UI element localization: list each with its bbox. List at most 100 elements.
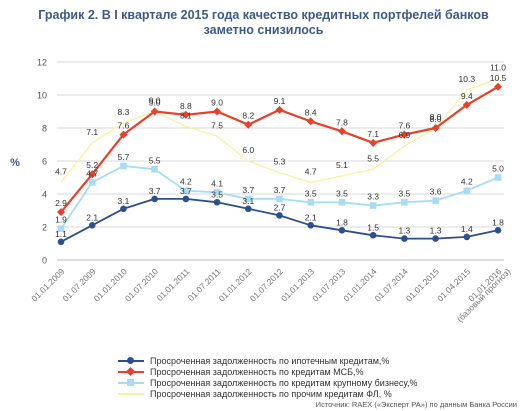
legend-label-0: Просроченная задолженность по ипотечным …	[150, 355, 390, 366]
legend-swatch-0	[118, 356, 144, 366]
series-3-data-label-0: 4.7	[55, 166, 67, 176]
series-0-data-label-6: 3.1	[242, 196, 254, 206]
series-3-data-label-12: 8.0	[430, 112, 442, 122]
series-1-data-label-12: 8.0	[430, 114, 442, 124]
legend-label-1: Просроченная задолженность по кредитам М…	[150, 366, 364, 377]
series-1-point-1	[88, 170, 97, 179]
series-0-point-12	[432, 235, 439, 242]
source-note: Источник: RAEX («Эксперт РА») по данным …	[315, 400, 517, 409]
series-1-data-label-1: 5.2	[86, 160, 98, 170]
series-1-point-6	[244, 120, 253, 129]
y-tick-label-0: 0	[42, 256, 47, 266]
series-1-point-4	[181, 110, 190, 119]
legend-item-1: Просроченная задолженность по кредитам М…	[118, 366, 418, 377]
series-0-data-label-11: 1.3	[398, 226, 410, 236]
y-tick-label-5: 10	[37, 91, 47, 101]
series-3-data-label-9: 5.1	[336, 160, 348, 170]
y-tick-label-4: 8	[42, 124, 47, 134]
series-2-point-11	[401, 198, 408, 206]
series-0-point-3	[151, 195, 158, 203]
series-0-point-6	[244, 205, 252, 213]
series-0-point-8	[307, 222, 315, 229]
series-0-point-9	[338, 227, 346, 234]
series-2-point-2	[120, 162, 127, 170]
series-1-data-label-10: 7.1	[367, 129, 379, 139]
series-0-point-5	[213, 198, 221, 206]
series-2-data-label-9: 3.5	[336, 188, 348, 198]
series-1-data-label-3: 9.0	[149, 98, 161, 108]
series-2-data-label-14: 5.0	[492, 164, 504, 174]
series-2-data-label-6: 3.7	[242, 185, 254, 195]
series-0-data-label-1: 2.1	[86, 212, 98, 222]
series-1-point-14	[494, 82, 502, 91]
series-3-data-label-10: 5.5	[367, 153, 379, 163]
series-1-point-12	[431, 124, 440, 132]
series-0-data-label-8: 2.1	[305, 212, 317, 222]
series-0-point-0	[57, 238, 65, 246]
series-2-data-label-2: 5.7	[118, 152, 130, 162]
series-1-data-label-4: 8.8	[180, 101, 192, 111]
series-2-point-13	[463, 187, 471, 194]
series-0-data-label-9: 1.8	[336, 217, 348, 227]
series-2-data-label-8: 3.5	[305, 188, 317, 198]
series-2-point-8	[307, 198, 315, 206]
series-2-point-4	[182, 187, 190, 194]
series-0-data-label-4: 3.7	[180, 186, 192, 196]
legend-label-3: Просроченная задолженность по прочим кре…	[150, 388, 392, 399]
legend-item-3: Просроченная задолженность по прочим кре…	[118, 388, 418, 399]
series-0-data-label-0: 1.1	[55, 229, 67, 239]
series-0-point-13	[463, 233, 471, 241]
legend-item-2: Просроченная задолженность по кредитам к…	[118, 377, 418, 388]
series-3-data-label-5: 7.5	[211, 120, 223, 130]
series-1-data-label-9: 7.8	[336, 117, 348, 127]
series-2-data-label-3: 5.5	[149, 155, 161, 165]
chart-title: График 2. В I квартале 2015 года качеств…	[0, 8, 527, 38]
series-1-data-label-11: 7.6	[398, 121, 410, 131]
series-0-data-label-5: 3.5	[211, 189, 223, 199]
series-0-data-label-10: 1.5	[367, 222, 379, 232]
series-3-data-label-14: 11.0	[490, 63, 506, 73]
chart-title-line2: заметно снизилось	[203, 23, 324, 37]
series-2-data-label-13: 4.2	[461, 177, 473, 187]
series-2-data-label-12: 3.6	[430, 187, 442, 197]
series-3-data-label-13: 10.3	[459, 74, 476, 84]
series-2-data-label-11: 3.5	[398, 188, 410, 198]
series-line-3	[60, 77, 499, 184]
series-3-data-label-8: 4.7	[305, 166, 317, 176]
series-1-data-label-13: 9.4	[461, 91, 473, 101]
series-1-data-label-5: 9.0	[211, 98, 223, 108]
chart-title-line1: График 2. В I квартале 2015 года качеств…	[38, 8, 489, 22]
series-2-data-label-7: 3.7	[274, 185, 286, 195]
series-2-point-12	[432, 197, 439, 204]
series-0-data-label-7: 2.7	[274, 202, 286, 212]
series-0-point-11	[401, 235, 408, 242]
series-2-point-6	[244, 195, 252, 203]
series-1-point-0	[57, 208, 65, 217]
series-3-data-label-2: 8.3	[118, 107, 130, 117]
series-0-data-label-3: 3.7	[149, 186, 161, 196]
chart-legend: Просроченная задолженность по ипотечным …	[118, 355, 418, 399]
series-2-data-label-1: 4.7	[86, 168, 98, 178]
series-2-point-7	[276, 195, 283, 203]
legend-swatch-3	[118, 389, 144, 399]
series-0-data-label-14: 1.8	[492, 217, 504, 227]
series-1-data-label-6: 8.2	[242, 111, 254, 121]
series-0-data-label-13: 1.4	[461, 224, 473, 234]
series-1-data-label-2: 7.6	[118, 121, 130, 131]
legend-label-2: Просроченная задолженность по кредитам к…	[150, 377, 418, 388]
series-1-point-8	[306, 117, 315, 126]
y-tick-label-2: 4	[42, 190, 47, 200]
series-3-data-label-4: 8.1	[180, 110, 192, 120]
series-2-point-0	[57, 225, 65, 232]
series-0-point-10	[369, 231, 377, 239]
series-1-point-5	[213, 107, 222, 116]
series-1-point-11	[400, 130, 409, 139]
series-2-point-10	[369, 202, 377, 209]
y-tick-label-6: 12	[37, 58, 47, 68]
y-tick-label-3: 6	[42, 157, 47, 167]
series-3-data-label-11: 6.9	[398, 130, 410, 140]
series-1-point-9	[337, 127, 346, 136]
legend-item-0: Просроченная задолженность по ипотечным …	[118, 355, 418, 366]
series-3-data-label-6: 6.0	[242, 145, 254, 155]
